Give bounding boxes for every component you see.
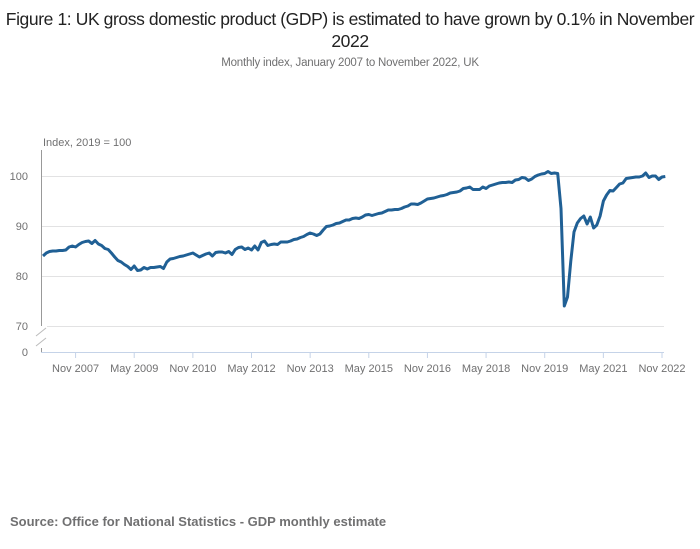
y-tick-label: 0 [22,347,28,359]
x-tick-label: Nov 2010 [169,363,216,375]
x-axis-ticks: Nov 2007 May 2009 Nov 2010 May 2012 Nov 2013… [52,352,686,375]
y-tick-label: 80 [16,271,28,283]
chart-title: Figure 1: UK gross domestic product (GDP… [5,9,695,51]
x-tick-label: Nov 2013 [287,363,334,375]
x-tick-label: May 2012 [227,363,275,375]
axis-break-marks [35,326,47,348]
x-tick-label: Nov 2022 [638,363,685,375]
y-axis-label: Index, 2019 = 100 [43,137,131,149]
y-tick-label: 90 [16,221,28,233]
x-tick-label: Nov 2016 [404,363,451,375]
x-tick-label: May 2018 [462,363,510,375]
x-tick-label: Nov 2007 [52,363,99,375]
chart-subtitle: Monthly index, January 2007 to November … [221,57,479,69]
x-tick-label: Nov 2019 [521,363,568,375]
gdp-series-line [41,170,666,308]
x-tick-label: May 2009 [110,363,158,375]
source-note: Source: Office for National Statistics -… [10,514,387,529]
y-tick-label: 100 [10,171,28,183]
x-tick-label: May 2015 [345,363,393,375]
y-tick-label: 70 [16,321,28,333]
y-axis-ticks: 0 70 80 90 100 [10,171,28,359]
x-tick-label: May 2021 [579,363,627,375]
